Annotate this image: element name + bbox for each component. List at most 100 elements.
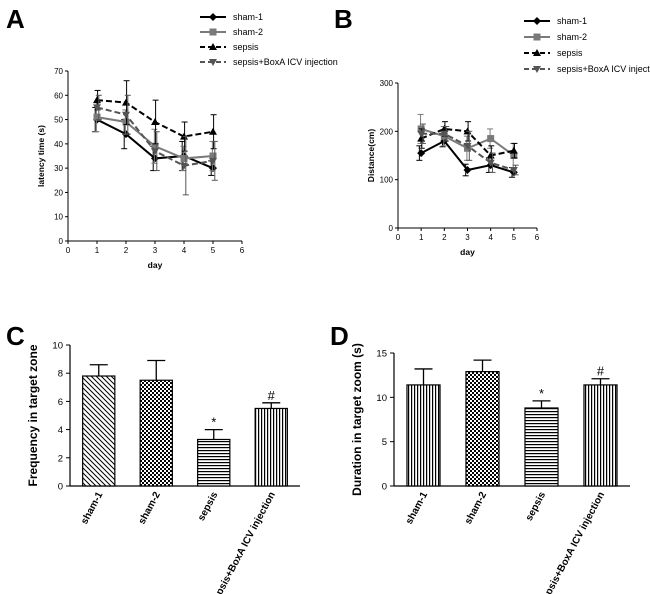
category-label: sepsis+BoxA ICV injection [538,490,607,594]
x-tick-label: 1 [419,233,424,242]
data-point [151,148,159,156]
data-point [509,146,518,154]
x-tick-label: 4 [488,233,493,242]
x-tick-label: 5 [512,233,517,242]
data-point [122,98,130,106]
data-point [209,157,217,165]
x-tick-label: 2 [442,233,447,242]
x-tick-label: 2 [124,246,129,255]
category-label: sham-2 [463,490,489,526]
category-label: sham-1 [404,490,430,526]
bar-sham-1 [406,384,441,487]
legend-marker [209,59,217,66]
category-label: sepsis [196,490,221,523]
data-point [463,166,472,174]
panel-letter-a: A [6,4,25,34]
category-label: sham-2 [137,490,163,526]
panel-b-line-chart: 0 1 2 3 4 5 6 0 100 200 300 day Distance(cm) sham-1sh… [366,16,650,257]
panel-letter-b: B [334,4,353,34]
data-point [463,142,472,150]
legend-label: sham-1 [233,12,263,22]
x-tick-label: 0 [66,246,71,255]
legend-label: sham-1 [557,16,587,26]
y-tick-label: 10 [54,213,63,222]
y-axis-label: Frequency in target zone [26,344,40,486]
category-label: sepsis+BoxA ICV injection [209,490,278,594]
data-point [180,154,188,162]
data-point [417,149,426,158]
y-tick-label: 50 [54,116,63,125]
y-tick-label: 8 [58,369,63,380]
y-tick-label: 0 [389,224,394,233]
category-label: sepsis [524,490,549,523]
legend-marker [533,49,541,56]
data-point [122,118,130,126]
y-tick-label: 300 [380,79,394,88]
y-tick-label: 0 [58,482,63,493]
x-tick-label: 3 [465,233,470,242]
y-tick-label: 5 [382,437,387,448]
y-tick-label: 20 [54,188,63,197]
data-point [93,104,101,112]
x-tick-label: 4 [182,246,187,255]
panel-c-bar-chart: 0 2 4 6 8 10 Frequency in target zone sham-1 sha… [26,341,300,594]
data-point [151,118,159,125]
legend-marker [209,13,217,21]
legend-label: sepsis+BoxA ICV injection [233,57,338,67]
x-axis-label: day [148,260,163,270]
y-tick-label: 0 [382,482,387,493]
significance-mark: * [539,386,544,401]
y-tick-label: 40 [54,140,63,149]
y-tick-label: 15 [376,349,387,360]
x-tick-label: 6 [535,233,540,242]
y-tick-label: 10 [376,393,387,404]
bar-sham-1 [82,375,116,487]
y-tick-label: 70 [54,67,63,76]
bar-sepsis+BoxA ICV injection [583,384,618,487]
data-point [440,130,449,138]
data-point [209,127,217,135]
y-tick-label: 2 [58,453,63,464]
series-sham-2 [93,102,217,172]
bar-sham-2 [465,371,500,487]
series-sepsis [93,80,217,152]
y-tick-label: 100 [380,176,394,185]
x-axis-label: day [460,247,475,257]
data-point [93,113,101,121]
y-tick-label: 200 [380,127,394,136]
legend-label: sepsis [233,42,259,52]
x-tick-label: 6 [240,246,245,255]
panel-letter-c: C [6,321,25,351]
legend-marker [533,17,541,25]
y-tick-label: 4 [58,425,63,436]
series-sepsis+BoxA ICV injection [93,94,218,196]
y-tick-label: 6 [58,397,63,408]
panel-letter-d: D [330,321,349,351]
legend-marker [533,33,541,41]
panel-d-bar-chart: 0 5 10 15 Duration in target zoom (s) sham-1 s… [350,343,630,594]
y-tick-label: 30 [54,164,63,173]
legend: sham-1 sham-2 sepsis sepsis+BoxA ICV inject… [524,16,650,74]
data-point [486,159,495,167]
legend-marker [209,43,217,50]
significance-mark: # [268,388,276,403]
bar-sepsis [524,407,559,487]
data-point [151,142,159,150]
bar-sham-2 [139,379,173,487]
y-axis-label: Duration in target zoom (s) [350,343,364,496]
x-tick-label: 0 [396,233,401,242]
y-axis-label: Distance(cm) [366,129,376,183]
y-tick-label: 10 [52,341,63,352]
category-label: sham-1 [79,490,105,526]
y-axis-label: latency time (s) [36,125,46,187]
legend-label: sepsis [557,48,583,58]
x-tick-label: 5 [211,246,216,255]
data-point [122,111,130,119]
y-tick-label: 60 [54,91,63,100]
data-point [509,167,518,174]
series-sepsis+BoxA ICV injection [417,123,519,176]
y-tick-label: 0 [59,237,64,246]
bar-sepsis+BoxA ICV injection [254,407,288,487]
